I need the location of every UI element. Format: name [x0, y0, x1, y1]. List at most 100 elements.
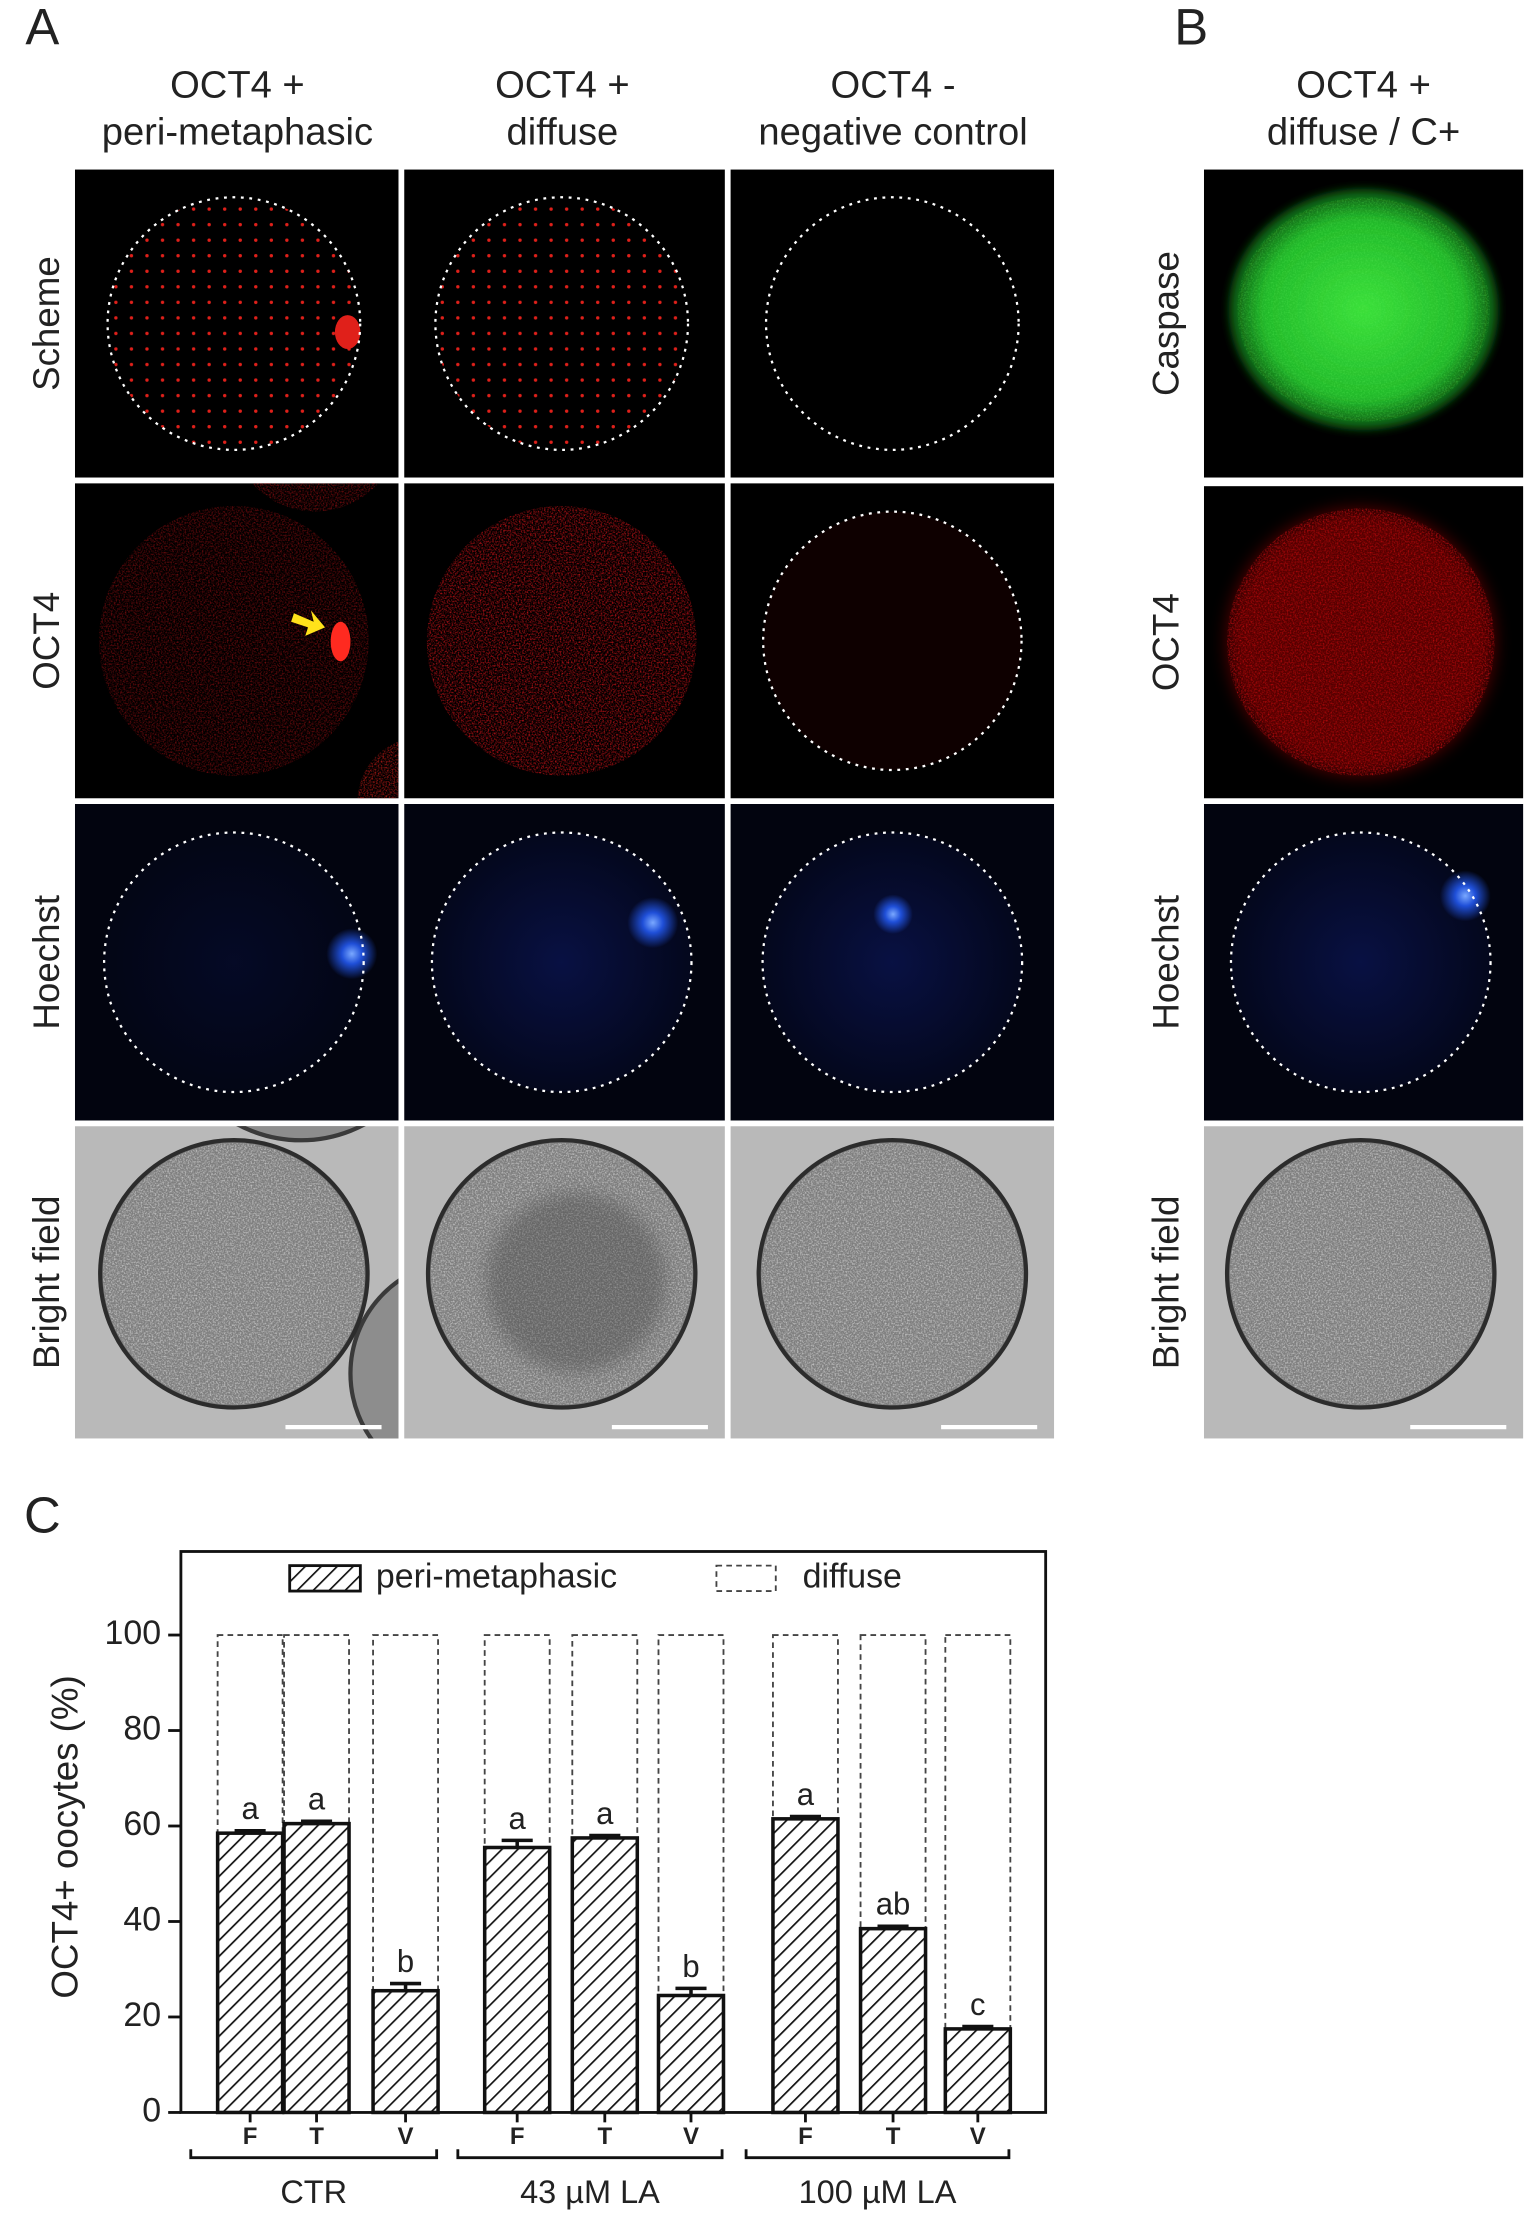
- micrograph-content: [404, 169, 725, 478]
- cell-glow: [1230, 832, 1491, 1093]
- neighbor-cell: [251, 483, 379, 512]
- cell-glow: [762, 832, 1023, 1093]
- bar-segment: [283, 1634, 350, 1825]
- row-label: Caspase: [1145, 251, 1186, 396]
- y-axis-title: OCT4+ oocytes (%): [45, 1675, 86, 1998]
- micrograph: [730, 1126, 1055, 1439]
- x-tick-label: F: [510, 2123, 525, 2150]
- cell-texture: [1237, 197, 1490, 422]
- column-header: negative control: [758, 110, 1027, 153]
- bar: [482, 1845, 552, 2115]
- cell-glow: [104, 832, 364, 1093]
- cell-texture: [1229, 1142, 1492, 1405]
- cell-texture: [761, 1142, 1024, 1405]
- cell-texture: [103, 1142, 365, 1405]
- group-label: CTR: [280, 2174, 347, 2210]
- cell-signal: [426, 505, 697, 776]
- row-label: Hoechst: [1145, 895, 1186, 1030]
- dot-fill: [107, 197, 361, 450]
- x-tick-label: T: [309, 2123, 324, 2150]
- bar: [771, 1817, 840, 2115]
- cell-signal: [1227, 508, 1495, 776]
- legend-label: diffuse: [803, 1557, 902, 1595]
- bar: [656, 1993, 726, 2115]
- outline-circle: [762, 510, 1023, 772]
- chromatin-spot: [334, 315, 361, 350]
- group-label: 43 µM LA: [520, 2174, 660, 2210]
- cell-signal: [99, 505, 369, 776]
- cell-shade: [486, 1192, 666, 1372]
- group-bracket: [189, 2149, 439, 2160]
- x-tick-label: F: [798, 2123, 813, 2150]
- x-tick-label: V: [683, 2123, 699, 2150]
- significance-letter: a: [797, 1777, 815, 1812]
- micrograph-content: [404, 483, 725, 799]
- bar-segment: [944, 1634, 1012, 2030]
- micrograph-content: [74, 1126, 399, 1439]
- chromatin-spot: [330, 621, 351, 662]
- dot-fill: [435, 197, 688, 450]
- significance-letter: b: [682, 1949, 699, 1984]
- column-header: peri-metaphasic: [102, 110, 373, 153]
- micrograph-content: [730, 483, 1055, 799]
- column-header: OCT4 +: [1296, 64, 1431, 107]
- y-tick-label: 100: [105, 1614, 162, 1652]
- x-tick-label: V: [970, 2123, 986, 2150]
- nucleus: [873, 894, 913, 935]
- micrograph-content: [730, 804, 1055, 1121]
- micrograph: [74, 1126, 399, 1439]
- y-tick-label: 60: [123, 1805, 161, 1843]
- micrograph: [404, 169, 725, 478]
- row-label: Bright field: [26, 1196, 67, 1369]
- group-bracket: [744, 2149, 1011, 2160]
- outline-circle: [761, 831, 1024, 1094]
- panel-label: A: [25, 0, 59, 56]
- micrograph-content: [730, 1126, 1055, 1439]
- outline-circle: [1229, 831, 1492, 1094]
- row-label: OCT4: [1145, 593, 1186, 691]
- bar: [371, 1988, 440, 2115]
- micrograph: [730, 483, 1055, 799]
- micrograph: [1203, 169, 1524, 478]
- x-tick-label: T: [886, 2123, 901, 2150]
- nucleus: [627, 897, 679, 949]
- neighbor-cell: [348, 1278, 399, 1439]
- micrograph: [1203, 486, 1524, 799]
- legend-swatch: [715, 1564, 777, 1592]
- y-tick-label: 80: [123, 1709, 161, 1747]
- faint-cell: [763, 511, 1022, 770]
- panel-label: B: [1174, 0, 1208, 56]
- row-label: Scheme: [26, 256, 67, 391]
- bar-segment: [859, 1634, 927, 1930]
- row-label: Bright field: [1145, 1196, 1186, 1369]
- micrograph-content: [404, 804, 725, 1121]
- x-tick-label: V: [398, 2123, 414, 2150]
- bar: [282, 1821, 351, 2115]
- significance-letter: b: [397, 1944, 414, 1979]
- micrograph: [404, 1126, 725, 1439]
- column-header: diffuse: [507, 110, 619, 153]
- bar-segment: [372, 1634, 439, 1992]
- row-label: OCT4: [26, 592, 67, 690]
- outline-circle: [102, 831, 365, 1094]
- micrograph-content: [74, 169, 399, 478]
- micrograph-content: [1203, 1126, 1524, 1439]
- micrograph-content: [74, 483, 399, 799]
- significance-letter: a: [509, 1801, 527, 1836]
- micrograph-content: [404, 1126, 725, 1439]
- x-tick-label: F: [243, 2123, 258, 2150]
- column-header: OCT4 +: [170, 64, 305, 107]
- bar: [215, 1831, 285, 2115]
- nucleus: [326, 928, 378, 980]
- background: [730, 169, 1055, 478]
- micrograph: [730, 804, 1055, 1121]
- cell-glow: [431, 832, 692, 1093]
- legend-label: peri-metaphasic: [376, 1557, 617, 1595]
- column-header: diffuse / C+: [1267, 110, 1460, 153]
- micrograph: [1203, 804, 1524, 1121]
- micrograph: [404, 483, 725, 799]
- y-tick-label: 0: [142, 2091, 161, 2129]
- x-tick-label: T: [597, 2123, 612, 2150]
- bar: [570, 1836, 640, 2115]
